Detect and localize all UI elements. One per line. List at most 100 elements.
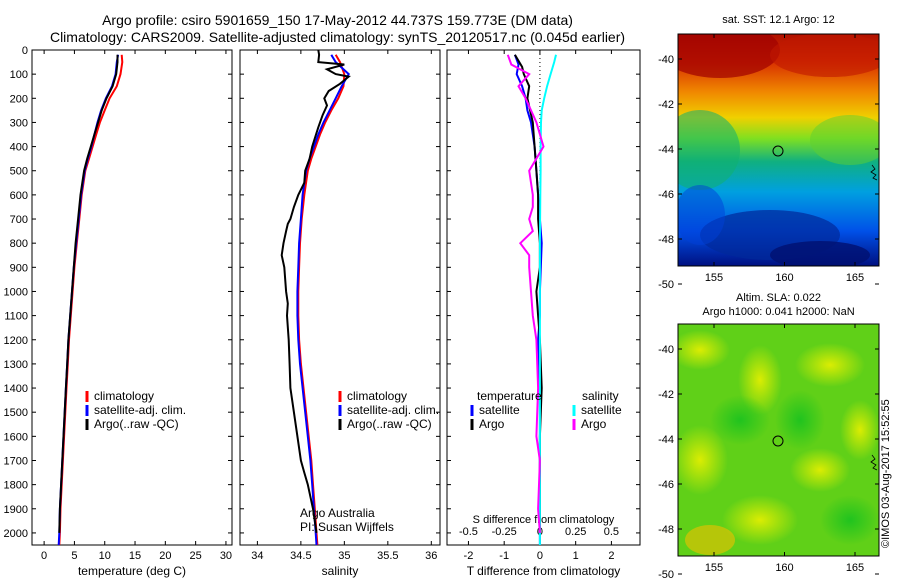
sla-map-frame xyxy=(677,323,880,557)
x-axis-label: temperature (deg C) xyxy=(78,564,186,578)
legend-label: satellite xyxy=(581,403,622,417)
series-line-satellite-adj-clim- xyxy=(57,54,120,546)
y-tick-label: 1500 xyxy=(4,407,28,419)
sla-map-title-1: Altim. SLA: 0.022 xyxy=(736,292,821,304)
legend-label: climatology xyxy=(94,389,154,403)
y-tick-label: 1700 xyxy=(4,455,28,467)
y-tick-label: 1100 xyxy=(4,311,28,323)
x-tick-label: 10 xyxy=(99,550,111,562)
plot-difference: -2 -1 0 1 2-0.5 -0.25 0 0.25 0.5S difference fro… xyxy=(446,49,641,578)
plot-frame xyxy=(239,49,441,546)
map-lon-label: 160 xyxy=(775,562,793,574)
x-tick-label: 35 xyxy=(338,550,350,562)
map-lat-label: -44 xyxy=(658,434,674,446)
legend-label: Argo xyxy=(581,417,607,431)
series-line-satellite xyxy=(538,54,557,545)
plot-salinity: 34 34.5 35 35.5 36 salinity climatologysatelli… xyxy=(239,49,441,578)
plot-frame xyxy=(31,49,233,546)
y-tick-label: 400 xyxy=(10,142,28,154)
x-tick-label: 34 xyxy=(251,550,263,562)
plot-temperature: 0100200300400500600700800900100011001200… xyxy=(4,45,233,578)
imos-credit: ©IMOS 03-Aug-2017 15:52:55 xyxy=(880,399,892,548)
series-line-argo-raw-qc- xyxy=(280,49,351,534)
legend-label: salinity xyxy=(582,389,619,403)
legend-label: Argo(..raw -QC) xyxy=(347,417,432,431)
title-line-1: Argo profile: csiro 5901659_150 17-May-2… xyxy=(102,12,573,28)
x-tick-label: -2 xyxy=(464,550,474,562)
map-lon-label: 165 xyxy=(846,562,864,574)
title-line-2: Climatology: CARS2009. Satellite-adjuste… xyxy=(49,29,626,45)
series-line-satellite-adj-clim- xyxy=(296,54,350,546)
x-top-tick-label: -0.25 xyxy=(492,526,517,538)
x-axis-label: salinity xyxy=(322,564,359,578)
series-line-climatology xyxy=(58,54,124,546)
series-line-argo xyxy=(506,54,545,533)
map-lon-label: 160 xyxy=(775,272,793,284)
legend-label: temperature xyxy=(477,389,542,403)
y-tick-label: 300 xyxy=(10,117,28,129)
sst-map-title: sat. SST: 12.1 Argo: 12 xyxy=(722,14,835,26)
x-top-tick-label: 0.5 xyxy=(604,526,619,538)
sla-float-marker xyxy=(772,435,784,447)
x-tick-label: 36 xyxy=(425,550,437,562)
map-lat-label: -46 xyxy=(658,189,674,201)
map-lat-label: -46 xyxy=(658,479,674,491)
legend-label: Argo(..raw -QC) xyxy=(94,417,179,431)
x-top-tick-label: -0.5 xyxy=(459,526,478,538)
x-tick-label: 30 xyxy=(220,550,232,562)
map-lon-label: 165 xyxy=(846,272,864,284)
x-tick-label: 5 xyxy=(71,550,77,562)
legend-label: Argo xyxy=(479,417,505,431)
y-tick-label: 1900 xyxy=(4,504,28,516)
map-lat-label: -48 xyxy=(658,524,674,536)
x-tick-label: 15 xyxy=(129,550,141,562)
plot-frame xyxy=(446,49,641,546)
x-tick-label: 20 xyxy=(159,550,171,562)
y-tick-label: 1200 xyxy=(4,335,28,347)
map-lat-label: -40 xyxy=(658,344,674,356)
sst-map-frame xyxy=(677,33,880,267)
legend-label: satellite-adj. clim. xyxy=(94,403,186,417)
sla-map-title-2: Argo h1000: 0.041 h2000: NaN xyxy=(702,306,855,318)
x-tick-label: 35.5 xyxy=(377,550,398,562)
sla-map xyxy=(677,323,880,557)
x-tick-label: -1 xyxy=(499,550,509,562)
y-tick-label: 2000 xyxy=(4,528,28,540)
annotation-line: PI: Susan Wijffels xyxy=(300,520,394,534)
y-tick-label: 200 xyxy=(10,93,28,105)
x-tick-label: 2 xyxy=(608,550,614,562)
map-lon-label: 155 xyxy=(705,272,723,284)
y-tick-label: 1600 xyxy=(4,431,28,443)
y-tick-label: 700 xyxy=(10,214,28,226)
x-tick-label: 34.5 xyxy=(290,550,311,562)
x-top-axis-label: S difference from climatology xyxy=(473,514,615,526)
y-tick-label: 1000 xyxy=(4,286,28,298)
series-line-argo xyxy=(514,54,543,533)
sla-coast-detail xyxy=(870,454,878,471)
map-lat-label: -44 xyxy=(658,144,674,156)
y-tick-label: 0 xyxy=(22,45,28,57)
series-line-argo-raw-qc- xyxy=(58,54,119,533)
x-tick-label: 25 xyxy=(190,550,202,562)
map-lat-label: -50 xyxy=(658,279,674,291)
x-top-tick-label: 0.25 xyxy=(565,526,586,538)
x-tick-label: 0 xyxy=(41,550,47,562)
sst-float-marker xyxy=(772,145,784,157)
map-lat-label: -50 xyxy=(658,569,674,580)
map-lat-label: -48 xyxy=(658,234,674,246)
y-tick-label: 600 xyxy=(10,190,28,202)
y-tick-label: 1400 xyxy=(4,383,28,395)
legend-label: satellite-adj. clim. xyxy=(347,403,439,417)
sst-map xyxy=(677,33,880,267)
map-lat-label: -40 xyxy=(658,54,674,66)
y-tick-label: 900 xyxy=(10,262,28,274)
legend-label: satellite xyxy=(479,403,520,417)
y-tick-label: 1800 xyxy=(4,480,28,492)
x-axis-label: T difference from climatology xyxy=(467,564,621,578)
x-tick-label: 1 xyxy=(573,550,579,562)
map-lat-label: -42 xyxy=(658,389,674,401)
annotation-line: Argo Australia xyxy=(300,506,375,520)
y-tick-label: 100 xyxy=(10,69,28,81)
y-tick-label: 500 xyxy=(10,166,28,178)
